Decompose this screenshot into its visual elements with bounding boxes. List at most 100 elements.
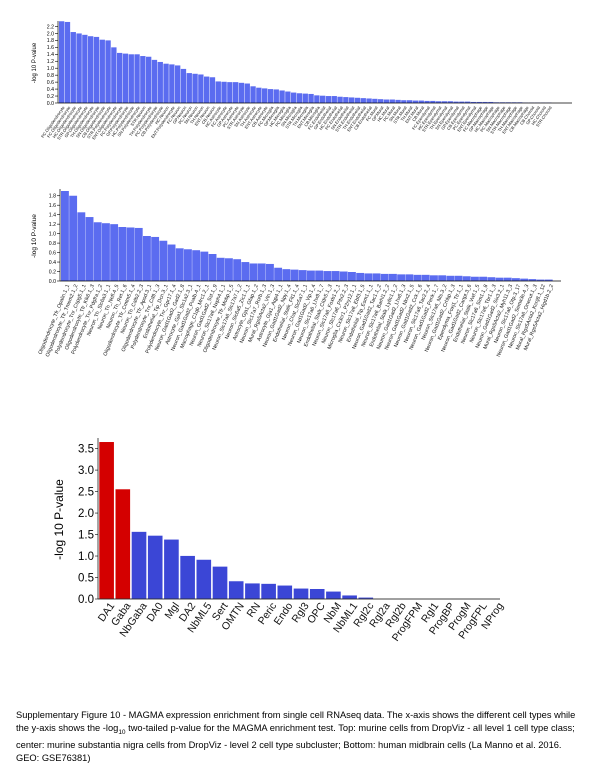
- bar-Mural_Rgs5Acta2_Kcnj8.1_12: [536, 279, 545, 281]
- bar-ENT.Polydendrocyte: [169, 64, 175, 103]
- bar-PC.Microglia: [285, 91, 291, 103]
- bar-HC.Astrocyte: [215, 81, 221, 103]
- bar-CB.Ependymal: [459, 101, 465, 103]
- bar-Mural_Rgs5Acta2_Myh11.3_3: [503, 277, 512, 281]
- bar-Mural_Rgs5Acta2_Higd1b.2_2: [544, 279, 553, 281]
- bar-Macrophage_C1qb_Mrc1.2_1: [200, 251, 209, 281]
- bar-PC.Astrocyte: [233, 82, 239, 103]
- bar-NbML1: [341, 594, 358, 600]
- bar-FC.Endothelial: [320, 95, 326, 103]
- bar-ENT.Astrocyte: [256, 87, 262, 103]
- y-tick-label: 0.2: [49, 269, 56, 275]
- bar-STR.Endothelial: [349, 97, 355, 103]
- caption-line-1: Supplementary Figure 10 - MAGMA expressi…: [16, 710, 552, 720]
- figure-canvas: 0.00.20.40.60.81.01.21.41.61.82.02.2-log…: [31, 21, 572, 644]
- bar-SN.Mural: [395, 99, 401, 103]
- bar-PC.Mural: [389, 99, 395, 103]
- chart-top-dropviz-level1: 0.00.20.40.60.81.01.21.41.61.82.02.2 -log…: [32, 21, 572, 141]
- y-tick-label: 0.8: [49, 241, 56, 247]
- bar-CB.Endothelial: [366, 98, 372, 103]
- caption-line-2-post: two-tailed p-value for the MAGMA enrichm…: [125, 722, 529, 733]
- bar-Gaba: [114, 488, 131, 600]
- bar-STR.Oligodendrocyte: [76, 33, 82, 103]
- bar-ENT.Ependymal: [470, 101, 477, 103]
- bar-STR.Microglia: [296, 93, 303, 103]
- bar-HC.Macrophage: [488, 101, 494, 103]
- bar-Neuron_Gad1Gad2_Tac1.1_2: [372, 273, 381, 281]
- bar-TH.Astrocyte: [250, 86, 256, 103]
- bar-Neuron_Gad1Gad2_Nkx2.1_5: [405, 274, 414, 281]
- y-tick-label: 1.6: [49, 203, 56, 209]
- bar-HC.Endothelial: [331, 96, 337, 103]
- bar-FC.Astrocyte: [221, 81, 227, 103]
- bar-GP.Endothelial: [325, 96, 332, 103]
- bar-SN.Endothelial: [343, 97, 349, 103]
- bar-Neuron_Slc6a5_Zic1.1_1: [241, 262, 250, 281]
- bar-FC.Neuron: [175, 65, 181, 103]
- y-tick-label: 1.6: [47, 45, 54, 51]
- bar-FC.Oligodendrocyte: [64, 21, 71, 104]
- bar-Polydendrocyte_Tnr_Pdgfra.1_2: [93, 222, 102, 281]
- bar-TH.Neuron: [198, 74, 204, 103]
- bar-HC.Neuron: [163, 63, 169, 103]
- bar-Neuron_Slc17a6_Tac2.2_4: [421, 274, 430, 281]
- bar-SN.Polydendrocyte: [134, 54, 140, 103]
- bar-NbML5: [195, 559, 212, 600]
- y-tick-label: 0.0: [78, 594, 94, 606]
- bar-STR.Mural: [401, 100, 407, 103]
- bar-Astrocyte_Gja1_Slc1a2.3_1: [184, 249, 192, 281]
- bar-TH.Endothelial: [354, 97, 361, 103]
- y-tick-label: 0.2: [47, 94, 54, 100]
- bar-SN.Ependymal: [447, 101, 453, 103]
- bar-TH.Mural: [407, 100, 413, 103]
- bar-Mgl: [163, 538, 180, 600]
- bar-STR.Ependymal: [436, 101, 442, 103]
- bar-PC.Oligodendrocyte: [59, 21, 65, 103]
- bar-Neuron_Gad1Gad2_Lhx6.1_3: [397, 274, 406, 281]
- bar-GP.Polydendrocyte: [122, 53, 129, 103]
- bar-TH.Polydendrocyte: [146, 56, 152, 103]
- bar-SN.Microglia: [291, 92, 297, 103]
- bar-RN: [244, 582, 261, 600]
- bar-DA0: [147, 535, 164, 600]
- bar-PC.Polydendrocyte: [151, 59, 158, 103]
- bar-Neuron_Slc17a6_Slc17a7.1_2: [233, 259, 242, 281]
- bar-Microglia_Cx3cr1_P2ry12.1_1: [348, 272, 356, 281]
- bar-Rgl3: [293, 587, 309, 600]
- y-tick-label: 2.2: [47, 24, 54, 30]
- x-tick-label: DA0: [144, 600, 166, 624]
- bar-Neuron_Slc17a6_Barhl1.2_2: [380, 273, 389, 281]
- bar-Endothelial_Stalk_Vwf.1_5: [471, 276, 479, 281]
- bar-Endothelial_Stalk_Cldn5.1_3: [323, 271, 332, 281]
- bar-FC.Macrophage: [476, 101, 482, 103]
- bar-CB.Polydendrocyte: [157, 61, 163, 103]
- bar-Neuron_Gad1Gad2_Npy.1_4: [282, 269, 291, 281]
- y-tick-label: 0.0: [47, 101, 54, 107]
- bar-ENT.Endothelial: [360, 98, 366, 103]
- bar-CB.Astrocyte: [262, 88, 268, 103]
- bar-Neuron_Slc17a6_Foxb1.2_1: [331, 271, 340, 281]
- y-tick-label: 1.0: [78, 551, 94, 563]
- y-tick-label: 0.6: [47, 80, 54, 86]
- bar-PC.Neuron: [186, 73, 192, 103]
- bar-FC.Mural: [372, 98, 378, 103]
- bar-CB.Mural: [418, 100, 424, 103]
- y-tick-label: 1.2: [49, 222, 56, 228]
- bar-Neuron_Slc17a6_Pitx2.2_3: [339, 271, 348, 281]
- bar-Neuron_Gad1Gad2_Six3.2_1: [495, 277, 504, 281]
- bar-Neuron_Slc17a6_Sim1.1_8: [479, 276, 488, 281]
- y-tick-label: 2.0: [47, 31, 54, 37]
- chart-center-substantia-nigra-level2: 0.0 0.2 0.4 0.6 0.8 1.0 1.2 1.4 1.6 1.8 -log 10 P-…: [31, 189, 561, 358]
- bar-Polydendrocyte_Tnr_Cspg5.1_1: [77, 212, 86, 281]
- bar-NbGaba: [131, 531, 147, 600]
- bar-Neuron_Th_Ret.1_6: [118, 227, 127, 281]
- bar-DA2: [179, 555, 196, 600]
- bar-PC.Endothelial: [337, 96, 343, 103]
- bar-GP.Astrocyte: [227, 82, 233, 103]
- bar-Sert: [212, 566, 228, 600]
- bar-STR.Polydendrocyte: [105, 40, 111, 103]
- y-tick-label: 0.5: [78, 573, 94, 585]
- bar-SN.Oligodendrocyte: [93, 36, 100, 104]
- bar-SN.Neuron: [192, 73, 198, 103]
- bar-CB.Microglia: [314, 95, 320, 103]
